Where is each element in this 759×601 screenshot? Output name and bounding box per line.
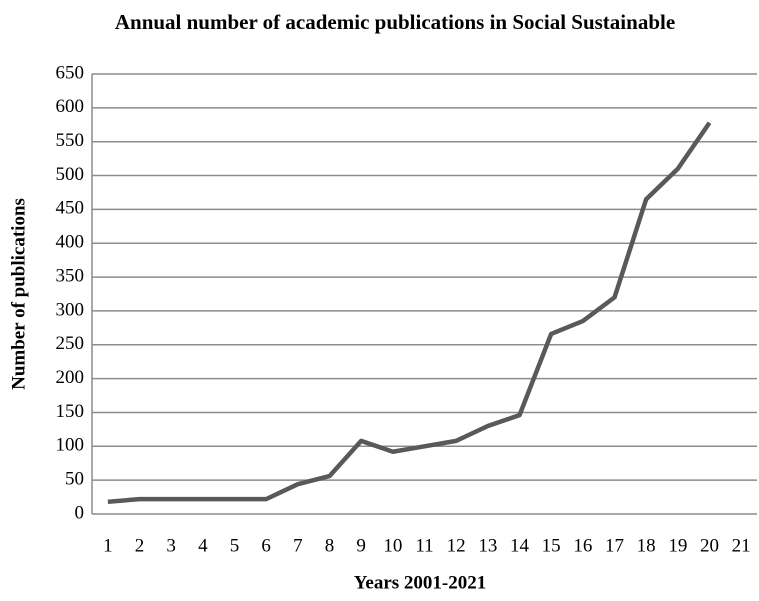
- x-tick-label: 2: [135, 535, 145, 556]
- x-tick-label: 6: [261, 535, 271, 556]
- data-line: [107, 121, 712, 505]
- x-tick-label: 21: [732, 535, 751, 556]
- x-tick-label: 14: [510, 535, 530, 556]
- x-tick-label: 7: [293, 535, 303, 556]
- x-tick-label: 16: [573, 535, 592, 556]
- x-tick-label: 15: [542, 535, 561, 556]
- y-tick-label: 0: [75, 502, 85, 523]
- chart-title: Annual number of academic publications i…: [115, 10, 675, 34]
- x-tick-label: 13: [478, 535, 497, 556]
- y-tick-label: 100: [56, 435, 85, 456]
- y-tick-label: 600: [56, 96, 85, 117]
- y-tick-label: 200: [56, 367, 85, 388]
- y-tick-label: 450: [56, 198, 85, 219]
- x-tick-label: 3: [166, 535, 176, 556]
- x-tick-label: 5: [230, 535, 240, 556]
- x-tick-label: 10: [383, 535, 402, 556]
- x-axis-label: Years 2001-2021: [354, 572, 486, 593]
- y-axis-label: Number of publications: [8, 198, 29, 390]
- x-tick-label: 8: [325, 535, 335, 556]
- x-tick-label: 20: [700, 535, 719, 556]
- y-tick-label: 400: [56, 232, 85, 253]
- y-tick-label: 50: [65, 469, 84, 490]
- x-tick-label: 1: [103, 535, 113, 556]
- x-tick-label: 18: [637, 535, 656, 556]
- x-tick-label: 9: [356, 535, 366, 556]
- x-tick-label: 19: [668, 535, 687, 556]
- y-tick-label: 150: [56, 401, 85, 422]
- y-tick-label: 250: [56, 333, 85, 354]
- x-tick-label: 17: [605, 535, 624, 556]
- y-tick-label: 550: [56, 130, 85, 151]
- x-tick-label: 4: [198, 535, 208, 556]
- x-tick-label: 11: [415, 535, 433, 556]
- y-tick-label: 350: [56, 265, 85, 286]
- x-tick-label: 12: [447, 535, 466, 556]
- y-tick-label: 650: [56, 62, 85, 83]
- y-tick-label: 500: [56, 164, 85, 185]
- y-tick-label: 300: [56, 299, 85, 320]
